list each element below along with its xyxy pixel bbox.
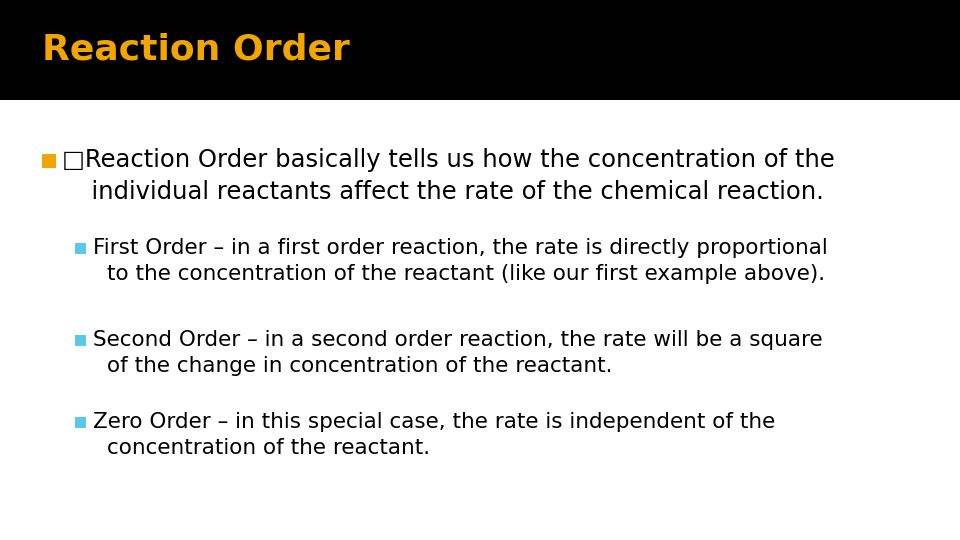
Text: □Reaction Order basically tells us how the concentration of the: □Reaction Order basically tells us how t… — [62, 148, 835, 172]
Text: of the change in concentration of the reactant.: of the change in concentration of the re… — [107, 356, 612, 376]
Text: Zero Order – in this special case, the rate is independent of the: Zero Order – in this special case, the r… — [93, 412, 776, 432]
Bar — [75, 417, 86, 428]
Text: Second Order – in a second order reaction, the rate will be a square: Second Order – in a second order reactio… — [93, 330, 823, 350]
Bar — [75, 243, 86, 254]
Text: Reaction Order: Reaction Order — [42, 33, 349, 67]
Text: concentration of the reactant.: concentration of the reactant. — [107, 438, 430, 458]
Text: to the concentration of the reactant (like our first example above).: to the concentration of the reactant (li… — [107, 264, 826, 284]
Text: individual reactants affect the rate of the chemical reaction.: individual reactants affect the rate of … — [76, 180, 824, 204]
Bar — [0, 0, 960, 100]
Bar — [75, 335, 86, 346]
Bar — [42, 154, 56, 168]
Text: First Order – in a first order reaction, the rate is directly proportional: First Order – in a first order reaction,… — [93, 238, 828, 258]
